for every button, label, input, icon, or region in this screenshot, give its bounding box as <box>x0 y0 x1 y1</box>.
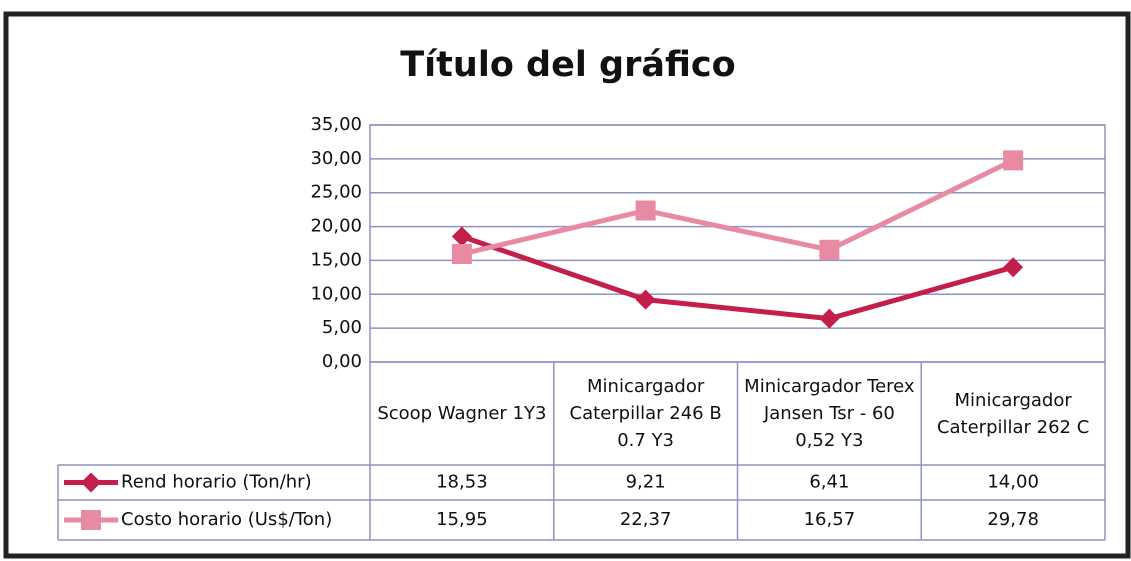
value-label: 22,37 <box>620 509 672 530</box>
marker <box>819 239 840 260</box>
y-tick-label: 5,00 <box>322 317 362 338</box>
y-tick-label: 35,00 <box>310 114 362 135</box>
value-label: 29,78 <box>987 509 1039 530</box>
marker <box>635 200 656 221</box>
category-cell: Minicargador Terex Jansen Tsr - 60 0,52 … <box>744 376 915 451</box>
legend-label: Costo horario (Us$/Ton) <box>121 509 332 530</box>
legend-label: Rend horario (Ton/hr) <box>121 472 312 493</box>
x-tick-label: Minicargador Terex Jansen Tsr - 60 0,52 … <box>744 376 915 451</box>
marker <box>81 510 101 530</box>
marker <box>81 472 101 493</box>
marker <box>1003 150 1024 171</box>
marker <box>1003 257 1024 278</box>
y-tick-label: 25,00 <box>310 182 362 203</box>
value-label: 18,53 <box>436 472 488 493</box>
value-label: 6,41 <box>809 472 849 493</box>
y-tick-label: 15,00 <box>310 249 362 270</box>
category-cell: Scoop Wagner 1Y3 <box>377 403 547 424</box>
marker <box>451 226 472 247</box>
value-label: 16,57 <box>804 509 856 530</box>
marker <box>451 243 472 264</box>
category-cell: Minicargador Caterpillar 246 B 0.7 Y3 <box>569 376 722 451</box>
category-cell: Minicargador Caterpillar 262 C <box>936 389 1090 438</box>
y-tick-label: 0,00 <box>322 351 362 372</box>
x-tick-label: Minicargador Caterpillar 262 C <box>936 389 1090 438</box>
value-label: 9,21 <box>626 472 666 493</box>
series-line <box>461 234 1014 322</box>
y-tick-label: 10,00 <box>310 283 362 304</box>
marker <box>635 289 656 310</box>
y-tick-label: 30,00 <box>310 148 362 169</box>
marker <box>819 308 840 329</box>
plot-area <box>369 124 1106 363</box>
value-label: 14,00 <box>987 472 1039 493</box>
chart-title: Título del gráfico <box>400 45 735 85</box>
y-tick-label: 20,00 <box>310 216 362 237</box>
x-tick-label: Minicargador Caterpillar 246 B 0.7 Y3 <box>569 376 722 451</box>
series-line <box>461 158 1015 257</box>
x-tick-label: Scoop Wagner 1Y3 <box>377 403 547 424</box>
value-label: 15,95 <box>436 509 488 530</box>
